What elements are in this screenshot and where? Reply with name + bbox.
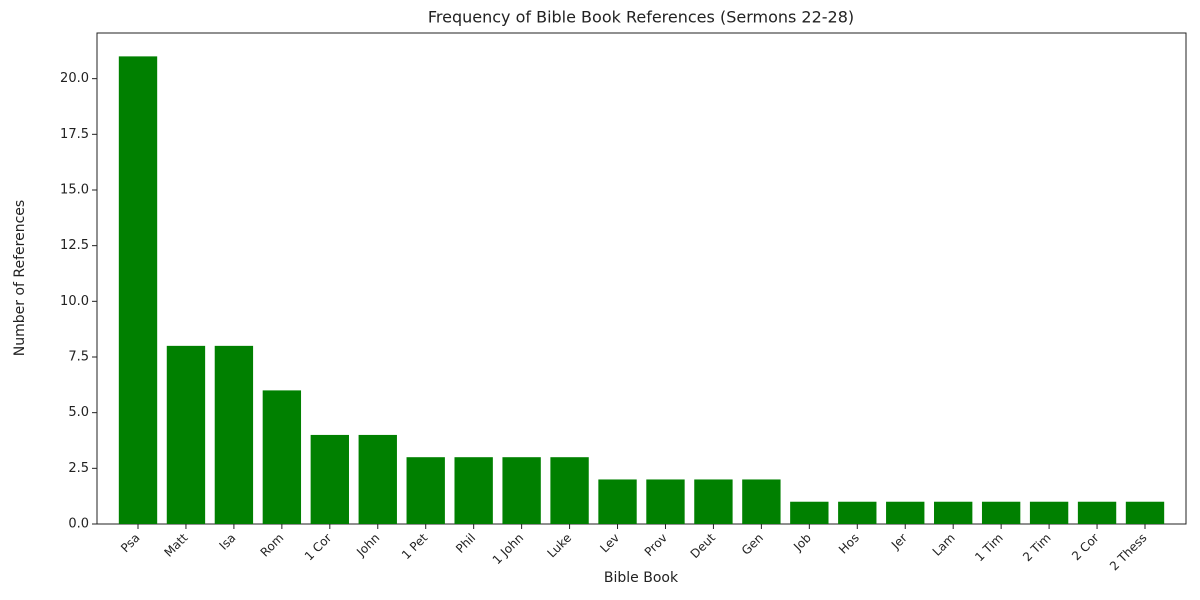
x-tick-label: Phil [453,531,478,556]
bar [790,501,829,524]
y-tick-label: 10.0 [60,294,89,309]
bar [166,345,206,524]
x-tick-label: Isa [216,531,238,553]
y-axis-label: Number of References [12,200,28,356]
y-tick-label: 20.0 [60,71,89,86]
x-tick-label: Matt [161,530,190,559]
x-tick-label: Lev [597,531,622,556]
y-tick-label: 0.0 [68,517,89,532]
plot-frame [96,32,1187,525]
bar [742,479,781,524]
bar [214,345,254,524]
y-tick-label: 7.5 [68,349,89,364]
x-tick-label: Psa [118,531,142,555]
x-tick-label: 2 Cor [1069,531,1102,564]
x-tick-label: Deut [688,530,719,561]
x-tick-label: Hos [836,531,862,557]
y-tick-label: 5.0 [68,405,89,420]
bar [502,457,541,524]
y-tick-label: 17.5 [60,127,89,142]
x-tick-label: Prov [642,531,670,559]
bar [1125,501,1165,524]
x-tick-label: John [353,531,382,560]
x-tick-label: Luke [544,531,574,561]
bar [886,501,925,524]
bar [694,479,733,524]
bar [598,479,637,524]
y-tick-label: 2.5 [68,461,89,476]
bar [550,457,589,524]
bar [981,501,1021,524]
chart-title: Frequency of Bible Book References (Serm… [428,8,854,27]
bar [646,479,685,524]
x-axis-label: Bible Book [604,570,679,586]
x-tick-label: 1 Tim [972,531,1006,565]
bar [934,501,973,524]
bar [118,56,158,524]
bar [1077,501,1117,524]
bar [1029,501,1069,524]
x-tick-label: 1 Cor [302,531,335,564]
bar [454,457,493,524]
bar [310,434,349,524]
x-tick-label: 2 Thess [1107,531,1150,574]
y-tick-label: 15.0 [60,182,89,197]
bar [262,390,302,524]
x-tick-label: Rom [258,531,287,560]
y-tick-label: 12.5 [60,238,89,253]
x-tick-label: 1 Pet [399,530,431,562]
x-tick-label: 1 John [490,531,526,567]
x-tick-label: Jer [888,531,910,553]
x-tick-label: 2 Tim [1020,531,1054,565]
x-tick-label: Lam [930,531,958,559]
x-tick-label: Job [790,531,814,555]
bar [838,501,877,524]
bar [358,434,397,524]
bar [406,457,445,524]
x-tick-label: Gen [739,531,766,558]
